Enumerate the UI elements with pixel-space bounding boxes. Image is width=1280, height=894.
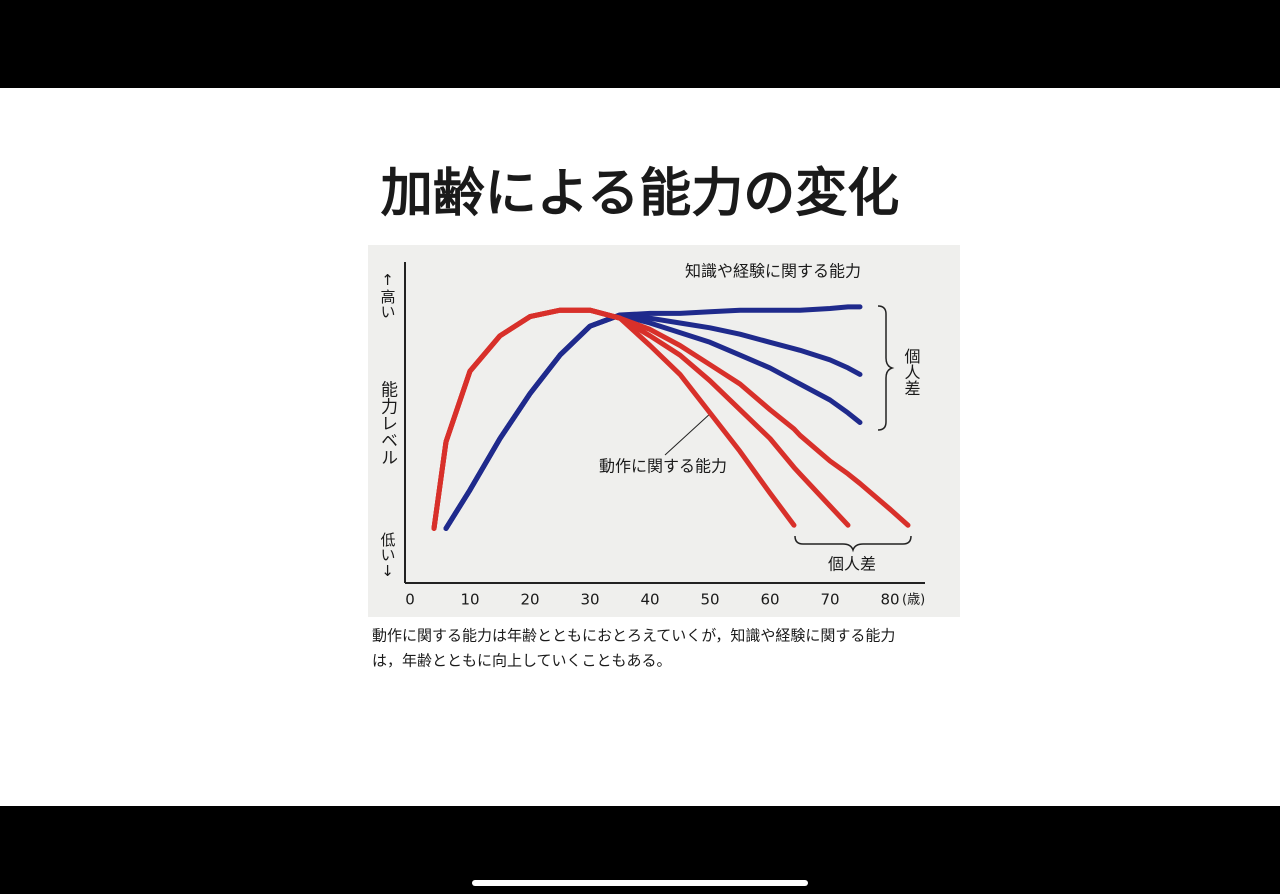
annotation: 個人差	[902, 348, 921, 396]
x-tick-label: 10	[460, 591, 479, 609]
x-tick-label: 80	[880, 591, 899, 609]
y-label-top: ↑高い	[379, 271, 397, 319]
brace	[877, 305, 895, 431]
line	[443, 312, 863, 531]
caption: 動作に関する能力は年齢とともにおとろえていくが，知識や経験に関する能力	[372, 627, 895, 645]
x-tick-label: 60	[760, 591, 779, 609]
x-tick-label: 50	[700, 591, 719, 609]
home-indicator	[472, 880, 808, 886]
caption: は，年齢とともに向上していくこともある。	[372, 652, 672, 670]
brace	[794, 535, 912, 553]
annotation: 動作に関する能力	[599, 457, 727, 476]
y-label: 能力レベル	[377, 380, 398, 465]
x-tick-label: 0	[405, 591, 415, 609]
leader-line	[664, 411, 713, 456]
x-tick-label: 30	[580, 591, 599, 609]
line	[431, 307, 911, 531]
annotation: 個人差	[828, 555, 876, 574]
title: 加齢による能力の変化	[381, 164, 899, 224]
x-tick-label: 70	[820, 591, 839, 609]
x-tick-label: 20	[520, 591, 539, 609]
x-tick-label: 40	[640, 591, 659, 609]
x-unit: (歳)	[902, 593, 925, 608]
annotation: 知識や経験に関する能力	[685, 262, 861, 281]
y-label-bottom: 低い↓	[379, 532, 397, 580]
